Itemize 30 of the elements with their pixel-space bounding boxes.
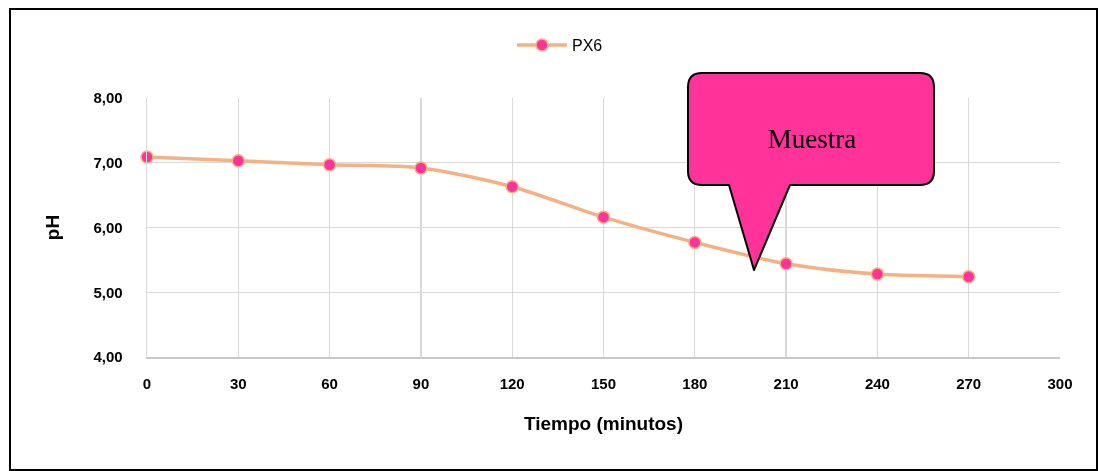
point xyxy=(505,179,519,194)
x-tick-label: 240 xyxy=(864,374,890,392)
point xyxy=(961,269,976,284)
point xyxy=(140,150,154,164)
x-tick-label: 120 xyxy=(499,374,525,392)
y-tick-label: 5,00 xyxy=(93,283,123,301)
x-tick-label: 150 xyxy=(590,374,617,392)
annotation: Muestra xyxy=(767,124,857,154)
point xyxy=(414,161,428,175)
x-tick-label: 180 xyxy=(682,374,708,392)
y-tick-label: 4,00 xyxy=(93,348,123,366)
x-tick-label: 90 xyxy=(412,374,430,392)
legend-label: PX6 xyxy=(571,37,603,55)
point xyxy=(870,267,885,281)
point xyxy=(779,257,793,271)
x-tick-label: 270 xyxy=(956,374,982,392)
y-axis-title: pH xyxy=(42,214,64,241)
point xyxy=(322,157,337,172)
y-tick-label: 6,00 xyxy=(93,218,123,236)
x-tick-label: 210 xyxy=(773,374,799,392)
x-tick-label: 0 xyxy=(142,374,152,392)
y-tick-label: 7,00 xyxy=(93,154,123,171)
x-axis-title: Tiempo (minutos) xyxy=(523,413,684,435)
x-tick-label: 300 xyxy=(1047,374,1073,392)
point xyxy=(231,154,246,168)
x-tick-label: 60 xyxy=(321,374,338,392)
y-tick-label: 8,00 xyxy=(93,89,123,107)
point xyxy=(688,235,702,250)
x-tick-label: 30 xyxy=(229,374,247,392)
point xyxy=(596,210,611,224)
